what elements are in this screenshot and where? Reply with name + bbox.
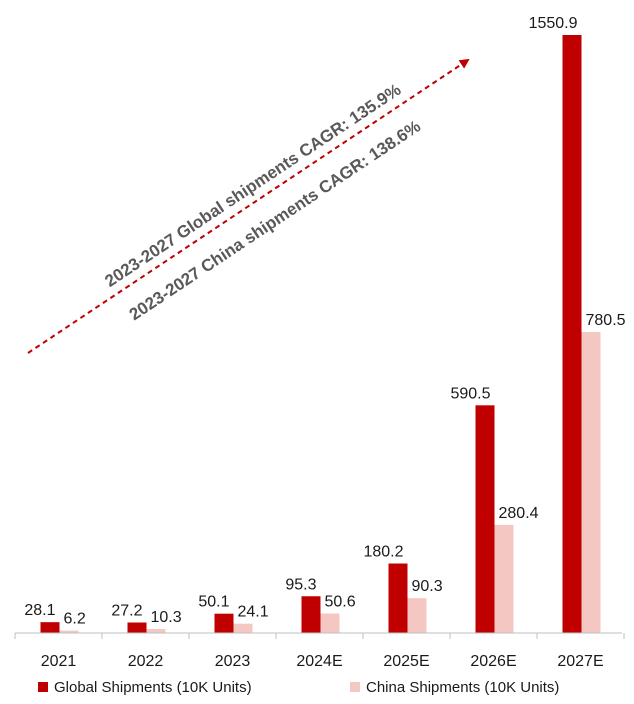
x-axis-tick-labels: 2021 2022 2023 2024E 2025E 2026E 2027E [41,653,604,670]
bar-china [146,629,166,633]
value-labels-group: 28.1 6.2 27.2 10.3 50.1 24.1 95.3 50.6 180.2 90.3… [24,15,625,628]
bar-china [59,630,79,633]
x-tick-label: 2022 [128,653,164,670]
bar-china [407,598,427,633]
bar-global [40,622,60,633]
bar-global [475,405,495,633]
x-tick-label: 2024E [296,653,342,670]
x-axis-ticks [14,633,625,639]
value-label-china: 10.3 [151,609,182,626]
x-tick-label: 2026E [470,653,516,670]
bar-global [301,596,321,633]
value-label-global: 95.3 [285,576,316,593]
value-label-china: 6.2 [64,611,86,628]
value-label-china: 24.1 [238,604,269,621]
cagr-trend-arrow [27,58,470,354]
bar-global [127,622,147,633]
value-label-global: 180.2 [363,544,403,561]
value-label-china: 280.4 [499,505,539,522]
x-tick-label: 2025E [383,653,429,670]
legend-label-global: Global Shipments (10K Units) [54,679,252,696]
value-label-global: 27.2 [111,603,142,620]
legend: Global Shipments (10K Units) China Shipm… [38,679,559,696]
legend-swatch-china [350,682,360,692]
bar-china [320,613,340,633]
value-label-china: 50.6 [325,593,356,610]
china-cagr-annotation: 2023-2027 China shipments CAGR: 138.6% [126,117,424,325]
bar-china [233,623,253,633]
bar-china [494,524,514,633]
x-tick-label: 2023 [215,653,251,670]
value-label-global: 590.5 [450,385,490,402]
x-tick-label: 2021 [41,653,77,670]
bar-global [214,613,234,633]
value-label-china: 780.5 [586,312,626,329]
x-tick-label: 2027E [557,653,603,670]
legend-label-china: China Shipments (10K Units) [366,679,559,696]
bar-china [581,332,601,633]
global-cagr-annotation: 2023-2027 Global shipments CAGR: 135.9% [101,80,404,291]
value-label-global: 28.1 [24,602,55,619]
value-label-global: 50.1 [198,594,229,611]
bar-global [562,35,582,633]
value-label-global: 1550.9 [529,15,578,32]
bars-group [40,35,601,633]
bar-global [388,563,408,633]
legend-swatch-global [38,682,48,692]
value-label-china: 90.3 [412,578,443,595]
